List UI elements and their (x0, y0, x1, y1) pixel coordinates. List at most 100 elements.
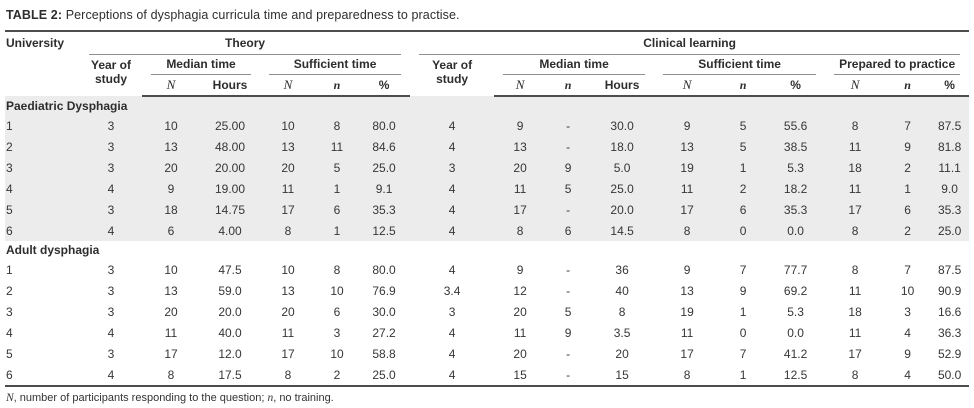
value-cell: 35.3 (358, 199, 411, 220)
value-cell: 8 (167, 367, 175, 382)
value-cell: 4 (107, 367, 115, 382)
value-cell: 12.0 (218, 346, 242, 361)
value-cell: 20.00 (200, 157, 260, 178)
value-cell: 80.0 (372, 262, 396, 277)
value-cell: 10 (164, 262, 178, 277)
value-cell: 4 (107, 325, 115, 340)
university-cell: 3 (5, 157, 80, 178)
value-cell: - (566, 262, 571, 277)
col-group-theory-sufficient-time: Sufficient time (260, 55, 410, 75)
value-cell: 0.0 (787, 325, 804, 340)
value-cell: 3 (80, 115, 142, 136)
table-row: 4 4 9 19.00 11 1 9.1 4 11 5 25.0 11 2 18.2 11 1 9.0 (5, 178, 970, 199)
col-group-theory: Theory (80, 31, 410, 55)
value-cell: 3 (904, 304, 911, 319)
value-cell: 17 (494, 199, 547, 220)
value-cell: 3 (107, 346, 115, 361)
value-cell: 13 (654, 136, 721, 157)
value-cell: 9 (564, 325, 572, 340)
table-row: 3 3 20 20.00 20 5 25.0 3 20 9 5.0 19 1 5.3 18 2 11.1 (5, 157, 970, 178)
value-cell: 6 (546, 220, 591, 241)
value-cell: - (566, 367, 571, 382)
value-cell: 17.5 (218, 367, 242, 382)
value-cell: 5 (564, 304, 572, 319)
value-cell: 16.6 (937, 304, 962, 319)
value-cell: 9.0 (930, 178, 970, 199)
value-cell: 25.0 (590, 178, 655, 199)
value-cell: 8 (683, 367, 691, 382)
value-cell: 17 (164, 346, 178, 361)
value-cell: 25.00 (200, 115, 260, 136)
col-header-clinical-sufficient-n-upper: N (654, 75, 721, 97)
value-cell: 17 (654, 199, 721, 220)
value-cell: 5 (316, 157, 358, 178)
section-header-label: Paediatric Dysphagia (5, 96, 970, 115)
value-cell: 3 (107, 304, 115, 319)
col-header-prepared-n-lower: n (885, 75, 931, 97)
value-cell: 36.3 (937, 325, 962, 340)
table-row: 1 3 10 47.5 10 8 80.0 4 9 - 36 9 7 77.7 8 7 87.5 (5, 259, 969, 280)
university-cell: 1 (5, 115, 80, 136)
value-cell: 18 (825, 157, 886, 178)
value-cell: 4 (448, 367, 456, 382)
table-row: 5 3 17 12.0 17 10 58.8 4 20 - 20 17 7 41.2 17 9 52.9 (5, 343, 969, 364)
value-cell: 9 (885, 136, 931, 157)
col-header-clinical-year-of-study: Year of study (432, 58, 473, 86)
value-cell: 8 (654, 220, 721, 241)
university-cell: 4 (6, 325, 13, 340)
value-cell: 3 (107, 283, 115, 298)
value-cell: 18 (848, 304, 862, 319)
value-cell: 80.0 (358, 115, 411, 136)
value-cell: 9 (142, 178, 200, 199)
value-cell: 20 (615, 346, 629, 361)
value-cell: 9 (546, 157, 591, 178)
value-cell: 3 (410, 157, 495, 178)
value-cell: 13 (142, 136, 200, 157)
col-header-prepared-percent: % (930, 75, 970, 97)
university-cell: 6 (5, 220, 80, 241)
footnote-symbol-N: N (6, 392, 14, 404)
value-cell: 3 (80, 136, 142, 157)
value-cell: 5.0 (590, 157, 655, 178)
col-group-theory-median-time: Median time (142, 55, 260, 75)
value-cell: 38.5 (766, 136, 826, 157)
value-cell: 12.5 (783, 367, 808, 382)
value-cell: - (566, 283, 571, 298)
value-cell: 6 (316, 199, 358, 220)
value-cell: 30.0 (372, 304, 396, 319)
value-cell: 3 (333, 325, 341, 340)
value-cell: 1 (739, 367, 747, 382)
value-cell: 10 (260, 115, 316, 136)
value-cell: 10 (900, 283, 915, 298)
table-row: 2 3 13 59.0 13 10 76.9 3.4 12 - 40 13 9 69.2 11 10 90.9 (5, 280, 969, 301)
value-cell: 4 (410, 199, 495, 220)
value-cell: 13 (281, 283, 295, 298)
value-cell: 5.3 (787, 304, 804, 319)
value-cell: 5 (546, 178, 591, 199)
value-cell: 81.8 (930, 136, 970, 157)
section-header-label: Adult dysphagia (6, 243, 100, 257)
col-header-theory-sufficient-n-lower: n (316, 75, 358, 97)
value-cell: 19 (680, 304, 694, 319)
value-cell: 10 (142, 115, 200, 136)
value-cell: 8 (825, 115, 886, 136)
value-cell: 17 (848, 346, 862, 361)
value-cell: 9 (654, 115, 721, 136)
value-cell: 77.7 (783, 262, 808, 277)
value-cell: 11 (848, 325, 862, 340)
footnote-text-1: , number of participants responding to t… (13, 392, 268, 404)
value-cell: 1 (885, 178, 931, 199)
value-cell: 11 (494, 178, 547, 199)
value-cell: 4 (410, 136, 495, 157)
value-cell: 10 (330, 346, 344, 361)
col-header-prepared-n-upper: N (825, 75, 886, 97)
value-cell: 13 (680, 283, 694, 298)
value-cell: 4 (80, 220, 142, 241)
value-cell: 8 (825, 220, 886, 241)
value-cell: 13 (494, 136, 547, 157)
value-cell: 17 (825, 199, 886, 220)
value-cell: 1 (316, 220, 358, 241)
value-cell: 48.00 (200, 136, 260, 157)
value-cell: 11 (680, 325, 694, 340)
value-cell: 6 (333, 304, 341, 319)
